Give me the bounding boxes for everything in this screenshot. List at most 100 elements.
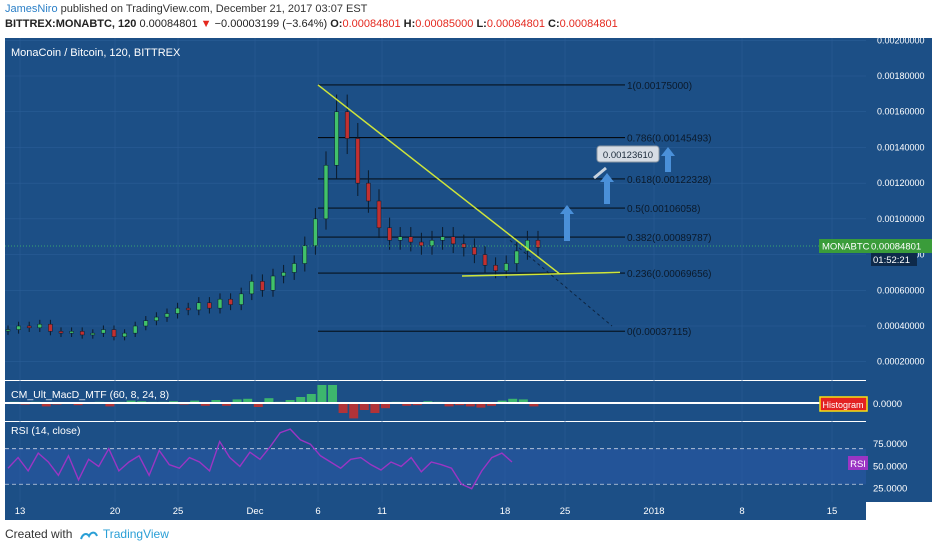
candle-body (16, 325, 21, 330)
up-arrow-shaft (665, 155, 671, 172)
histogram-badge-text: Histogram (822, 400, 863, 410)
time-tick-label: Dec (247, 506, 264, 517)
publish-text: published on TradingView.com, December 2… (60, 3, 368, 15)
fib-level-label: 1(0.00175000) (627, 81, 692, 92)
change-arrow-icon: ▼ (200, 18, 212, 30)
time-tick-label: 6 (315, 506, 320, 517)
candle-body (175, 307, 180, 314)
macd-bar (508, 398, 518, 404)
candle-body (281, 272, 286, 277)
open-label: O: (330, 18, 343, 30)
candle-body (238, 293, 244, 305)
main-title: MonaCoin / Bitcoin, 120, BITTREX (11, 47, 181, 59)
rsi-line (7, 428, 513, 490)
price-tick-label: 0.00140000 (877, 142, 925, 152)
candle-body (260, 281, 265, 291)
time-axis[interactable] (5, 502, 866, 520)
main-pane[interactable] (5, 38, 866, 380)
candle-body (313, 218, 318, 246)
time-tick-label: 25 (560, 506, 571, 517)
candle-body (79, 331, 85, 336)
candle-body (355, 138, 361, 184)
candle-body (111, 329, 117, 337)
up-arrow-shaft (564, 213, 570, 241)
close-label: C: (548, 18, 560, 30)
candle-body (132, 325, 138, 334)
time-tick-label: 20 (110, 506, 121, 517)
up-arrow-head (560, 205, 574, 214)
price-tick-label: 0.00040000 (877, 321, 925, 331)
macd-bar (370, 403, 380, 413)
time-tick-label: 11 (377, 506, 387, 517)
tradingview-logo-icon (76, 527, 103, 541)
grid-lines (5, 38, 866, 502)
candle-body (58, 331, 64, 334)
macd-bar (296, 397, 306, 404)
candle-body (164, 313, 170, 318)
candle-body (493, 265, 498, 271)
candle-body (154, 316, 159, 321)
rsi-badge-text: RSI (850, 459, 866, 470)
up-arrow-head (600, 173, 614, 182)
time-tick-label: 18 (500, 506, 511, 517)
projection-dashed-line (509, 239, 613, 327)
macd-bar (412, 403, 422, 406)
macd-bar (232, 399, 242, 404)
candle-body (291, 263, 297, 273)
price-tick-label: 0.00060000 (877, 285, 925, 295)
macd-bar (41, 403, 51, 407)
candle-body (122, 332, 127, 337)
price-tick-label: 0.00120000 (877, 178, 925, 188)
fibonacci-retracement[interactable]: 1(0.00175000) 0.786(0.00145493) 0.618(0.00… (318, 81, 712, 338)
tradingview-link[interactable]: TradingView (102, 527, 169, 541)
macd-bar (73, 403, 83, 406)
rsi-band (5, 448, 866, 485)
macd-bar (402, 403, 412, 406)
fib-level-label: 0.236(0.00069656) (627, 269, 712, 280)
candle-body (249, 281, 255, 295)
time-tick-label: 13 (15, 506, 26, 517)
fib-level-label: 0.382(0.00089787) (627, 233, 712, 244)
time-tick-label: 8 (739, 506, 744, 517)
price-tick-label: 0.00020000 (877, 357, 925, 367)
candle-body (514, 250, 520, 264)
candle-body (5, 329, 11, 332)
support-trendline[interactable] (461, 271, 621, 277)
rsi-badge (848, 456, 868, 470)
footer: Created with TradingView (5, 527, 169, 541)
macd-bar (476, 403, 486, 408)
macd-bar (381, 403, 390, 409)
macd-pane[interactable] (5, 381, 866, 421)
fib-level-label: 0.786(0.00145493) (627, 134, 712, 145)
rsi-tick-label: 25.0000 (873, 484, 907, 495)
callout-text: 0.00123610 (603, 150, 653, 161)
macd-bar (338, 403, 348, 413)
last-price: 0.00084801 (139, 18, 198, 30)
candle-body (143, 320, 149, 327)
descending-trendline[interactable] (317, 84, 561, 275)
macd-bar (444, 403, 454, 407)
price-tick-label: 0.00160000 (877, 107, 925, 117)
candle-body (69, 331, 74, 334)
close-value: 0.00084801 (559, 18, 618, 30)
macd-bar (243, 398, 253, 404)
fib-level-label: 0.5(0.00106058) (627, 204, 700, 215)
macd-bar (328, 385, 337, 404)
author-link[interactable]: JamesNiro (5, 3, 58, 15)
candle-body (503, 263, 509, 271)
candle-body (387, 227, 392, 241)
candle-body (408, 236, 414, 243)
fib-level-label: 0.618(0.00122328) (627, 175, 712, 186)
candle-body (323, 165, 329, 220)
candle-body (397, 236, 403, 241)
price-label: MONABTC 0.00084801 01:52:21 (819, 238, 932, 266)
price-axis[interactable] (866, 38, 932, 502)
candle-body (366, 182, 371, 202)
macd-bar (253, 403, 263, 407)
time-axis-ticks: 13 20 25 Dec 6 11 18 25 2018 8 15 (15, 506, 838, 517)
price-callout[interactable]: 0.00123610 (593, 145, 660, 180)
histogram-badge (819, 396, 868, 412)
candle-body (185, 307, 191, 311)
macd-bar (518, 399, 528, 404)
